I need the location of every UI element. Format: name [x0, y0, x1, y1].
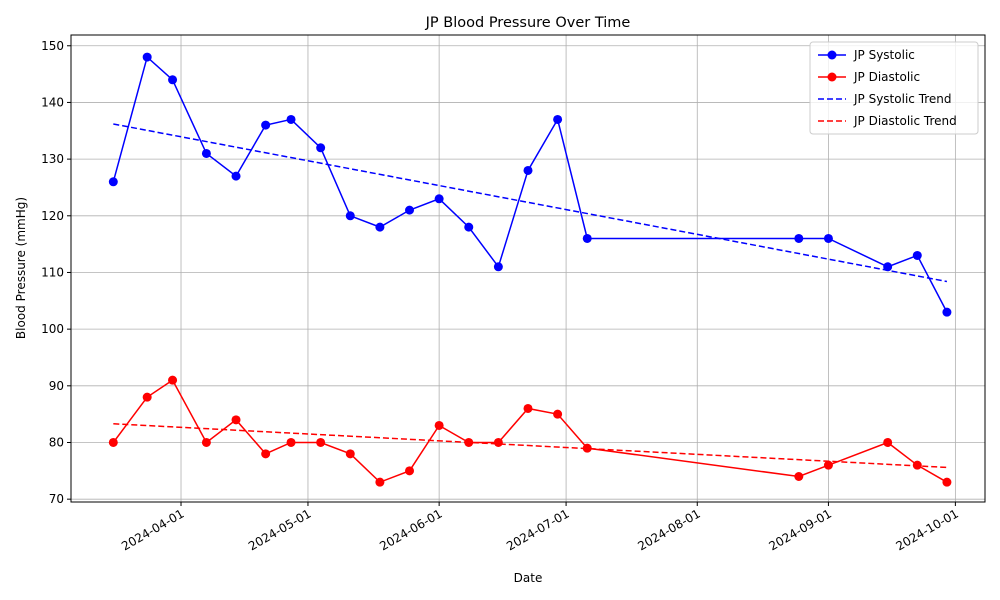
data-point — [231, 415, 241, 425]
series-line — [113, 423, 947, 469]
y-tick-label: 130 — [41, 152, 64, 166]
legend-box — [809, 41, 979, 135]
data-point — [942, 477, 952, 487]
x-tick-label: 2024-05-01 — [246, 506, 313, 553]
data-point — [405, 466, 415, 476]
plot-frame — [70, 34, 986, 503]
x-tick-label: 2024-04-01 — [119, 506, 186, 553]
data-point — [823, 460, 833, 470]
x-axis-label: Date — [514, 571, 543, 585]
legend-label: JP Systolic Trend — [853, 92, 952, 106]
data-point — [375, 477, 385, 487]
data-point — [553, 409, 563, 419]
legend-marker — [827, 72, 837, 82]
y-tick-label: 120 — [41, 209, 64, 223]
data-point — [316, 143, 326, 153]
y-axis-label: Blood Pressure (mmHg) — [14, 197, 28, 339]
y-tick-label: 70 — [49, 492, 64, 506]
data-point — [405, 205, 415, 215]
series-line — [112, 55, 948, 313]
x-tick-label: 2024-07-01 — [504, 506, 571, 553]
data-point — [345, 211, 355, 221]
y-tick-label: 100 — [41, 322, 64, 336]
data-point — [493, 262, 503, 272]
data-point — [201, 437, 211, 447]
y-tick-label: 90 — [49, 379, 64, 393]
x-tick-label: 2024-09-01 — [767, 506, 834, 553]
data-point — [168, 375, 178, 385]
data-point — [942, 307, 952, 317]
data-point — [794, 471, 804, 481]
data-point — [286, 114, 296, 124]
data-point — [261, 120, 271, 130]
y-tick-label: 80 — [49, 435, 64, 449]
data-point — [345, 449, 355, 459]
data-point — [523, 165, 533, 175]
data-point — [168, 75, 178, 85]
data-point — [582, 233, 592, 243]
data-point — [883, 262, 893, 272]
series-line — [112, 379, 948, 484]
y-tick-label: 150 — [41, 39, 64, 53]
data-point — [434, 194, 444, 204]
data-point — [261, 449, 271, 459]
data-point — [108, 177, 118, 187]
data-point — [142, 392, 152, 402]
data-point — [286, 437, 296, 447]
data-point — [912, 250, 922, 260]
legend-marker — [827, 50, 837, 60]
y-tick-label: 110 — [41, 265, 64, 279]
data-point — [316, 437, 326, 447]
data-point — [231, 171, 241, 181]
data-point — [142, 52, 152, 62]
legend-label: JP Diastolic — [853, 70, 920, 84]
x-tick-label: 2024-06-01 — [377, 506, 444, 553]
y-tick-label: 140 — [41, 95, 64, 109]
data-point — [582, 443, 592, 453]
data-point — [553, 114, 563, 124]
data-point — [201, 148, 211, 158]
data-point — [823, 233, 833, 243]
x-tick-label: 2024-08-01 — [635, 506, 702, 553]
data-point — [883, 437, 893, 447]
x-tick-label: 2024-10-01 — [893, 506, 960, 553]
legend-label: JP Systolic — [853, 48, 915, 62]
data-point — [523, 403, 533, 413]
series-line — [113, 123, 948, 283]
data-point — [794, 233, 804, 243]
data-point — [375, 222, 385, 232]
data-point — [464, 222, 474, 232]
legend-label: JP Diastolic Trend — [853, 114, 957, 128]
data-point — [434, 420, 444, 430]
data-point — [493, 437, 503, 447]
data-point — [108, 437, 118, 447]
chart-title: JP Blood Pressure Over Time — [425, 15, 631, 31]
